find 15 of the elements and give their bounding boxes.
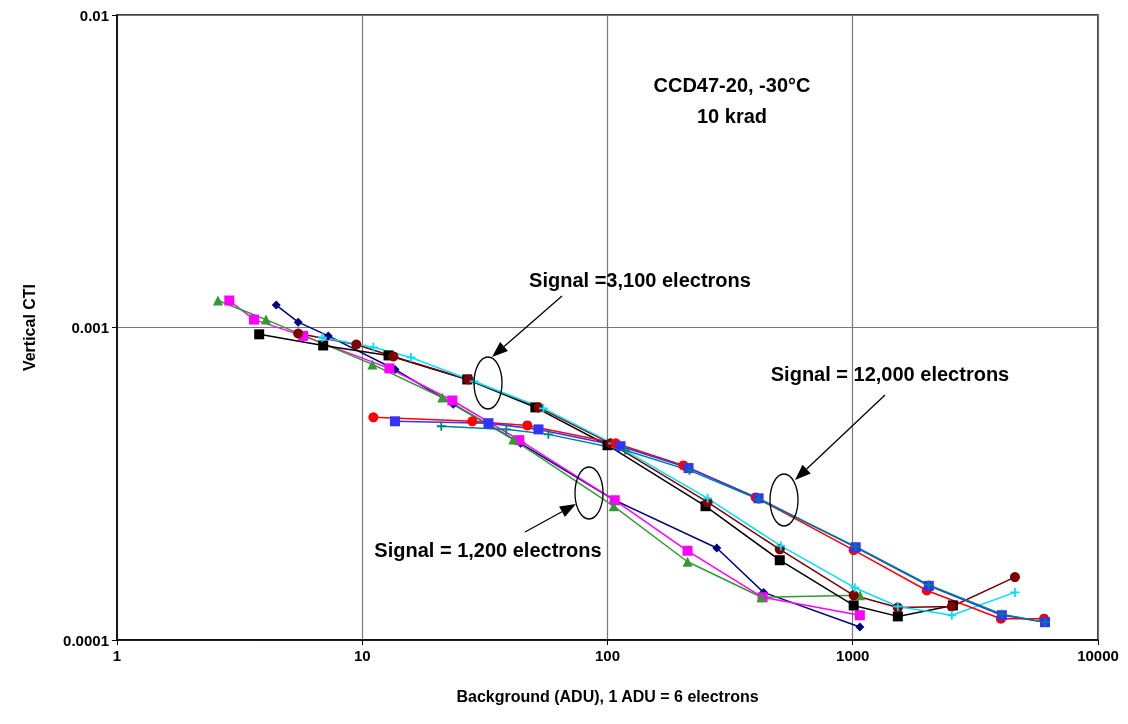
x-tick-label: 1000 xyxy=(836,647,870,664)
y-axis-title: Vertical CTI xyxy=(20,283,38,372)
y-tick-label: 0.001 xyxy=(71,319,109,336)
annotation: Signal =3,100 electrons xyxy=(529,268,751,292)
y-tick-label: 0.01 xyxy=(79,6,109,24)
x-tick-label: 10 xyxy=(353,647,371,664)
x-axis-title: Background (ADU), 1 ADU = 6 electrons xyxy=(456,687,759,705)
x-tick-label: 10000 xyxy=(1077,647,1119,664)
y-tick-label: 0.0001 xyxy=(63,631,109,649)
annotation: Signal = 12,000 electrons xyxy=(770,362,1010,386)
annotation: 10 krad xyxy=(696,104,768,128)
annotation: CCD47-20, -30°C xyxy=(653,73,811,97)
x-tick-label: 1 xyxy=(112,647,122,664)
x-tick-label: 100 xyxy=(594,647,621,664)
annotation: Signal = 1,200 electrons xyxy=(374,538,602,562)
